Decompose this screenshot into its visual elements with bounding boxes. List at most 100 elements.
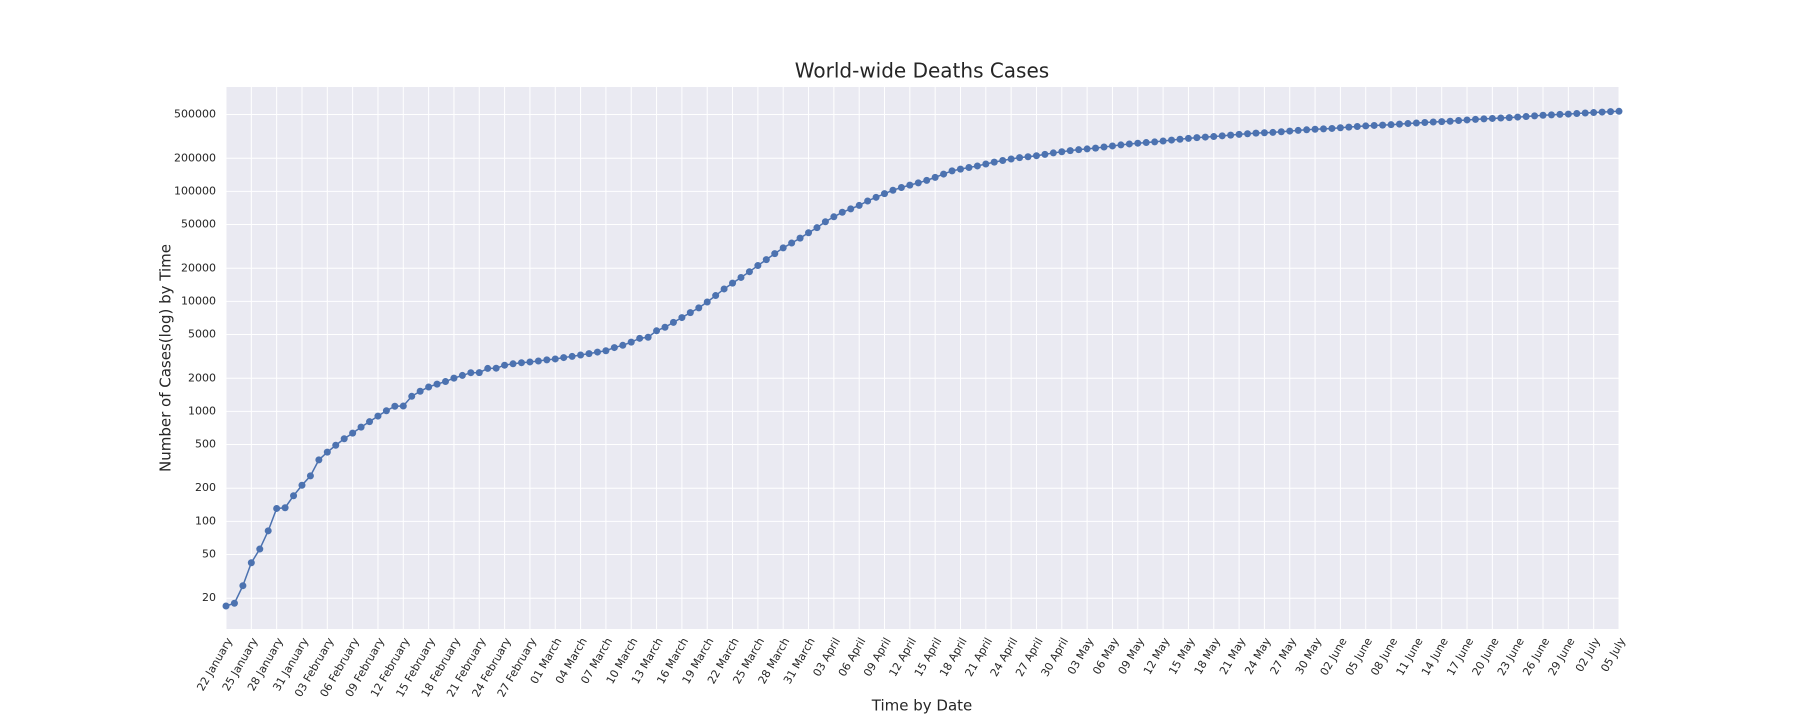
data-point bbox=[965, 163, 973, 171]
data-point bbox=[315, 456, 323, 464]
data-point bbox=[678, 314, 686, 322]
data-point bbox=[779, 244, 787, 252]
data-point bbox=[1362, 122, 1370, 130]
data-point bbox=[577, 351, 585, 359]
data-point bbox=[1303, 126, 1311, 134]
data-point bbox=[433, 380, 441, 388]
data-point bbox=[1336, 124, 1344, 132]
data-point bbox=[1041, 150, 1049, 158]
y-axis-label: Number of Cases(log) by Time bbox=[157, 244, 175, 472]
data-point bbox=[281, 504, 289, 512]
data-point bbox=[1488, 114, 1496, 122]
data-point bbox=[1083, 145, 1091, 153]
chart-title: World-wide Deaths Cases bbox=[795, 59, 1049, 83]
data-point bbox=[1235, 130, 1243, 138]
data-point bbox=[948, 167, 956, 175]
data-point bbox=[931, 173, 939, 181]
y-tick-label: 50000 bbox=[181, 218, 216, 231]
data-point bbox=[1193, 134, 1201, 142]
data-point bbox=[1438, 118, 1446, 126]
data-point bbox=[855, 201, 863, 209]
data-point bbox=[1573, 109, 1581, 117]
data-point bbox=[1218, 132, 1226, 140]
y-tick-label: 1000 bbox=[188, 404, 216, 417]
data-point bbox=[1117, 141, 1125, 149]
data-point bbox=[1539, 111, 1547, 119]
data-point bbox=[889, 186, 897, 194]
data-point bbox=[636, 334, 644, 342]
data-point bbox=[1100, 143, 1108, 151]
data-point bbox=[737, 273, 745, 281]
plot-area bbox=[226, 87, 1619, 629]
data-point bbox=[492, 364, 500, 372]
data-point bbox=[332, 441, 340, 449]
data-point bbox=[408, 392, 416, 400]
data-point bbox=[230, 599, 238, 607]
data-point bbox=[1058, 148, 1066, 156]
data-point bbox=[1395, 120, 1403, 128]
data-point bbox=[1615, 107, 1623, 115]
data-point bbox=[1227, 131, 1235, 139]
data-point bbox=[1049, 149, 1057, 157]
data-point bbox=[897, 184, 905, 192]
data-point bbox=[1092, 144, 1100, 152]
data-point bbox=[450, 374, 458, 382]
data-point bbox=[399, 402, 407, 410]
data-point bbox=[1159, 137, 1167, 145]
y-tick-label: 50 bbox=[202, 547, 216, 560]
data-point bbox=[661, 323, 669, 331]
data-point bbox=[1286, 127, 1294, 135]
data-point bbox=[712, 292, 720, 300]
data-point bbox=[1252, 129, 1260, 137]
data-point bbox=[956, 165, 964, 173]
data-point bbox=[653, 327, 661, 335]
data-point bbox=[1429, 118, 1437, 126]
y-tick-label: 2000 bbox=[188, 371, 216, 384]
data-point bbox=[627, 338, 635, 346]
y-tick-label: 20 bbox=[202, 591, 216, 604]
data-point bbox=[1016, 154, 1024, 162]
data-point bbox=[923, 176, 931, 184]
data-point bbox=[256, 545, 264, 553]
data-point bbox=[1151, 138, 1159, 146]
data-point bbox=[881, 190, 889, 198]
data-point bbox=[1421, 118, 1429, 126]
data-point bbox=[1294, 126, 1302, 134]
data-point bbox=[1075, 146, 1083, 154]
data-point bbox=[1387, 121, 1395, 129]
data-point bbox=[458, 371, 466, 379]
data-point bbox=[1134, 139, 1142, 147]
data-point bbox=[1125, 140, 1133, 148]
data-point bbox=[847, 205, 855, 213]
data-point bbox=[940, 170, 948, 178]
data-point bbox=[1455, 117, 1463, 125]
data-point bbox=[1066, 147, 1074, 155]
data-point bbox=[1412, 119, 1420, 127]
y-tick-label: 10000 bbox=[181, 294, 216, 307]
data-point bbox=[1598, 108, 1606, 116]
data-point bbox=[298, 481, 306, 489]
data-point bbox=[306, 472, 314, 480]
data-line bbox=[225, 110, 1620, 607]
y-tick-label: 100 bbox=[195, 514, 216, 527]
data-point bbox=[551, 355, 559, 363]
data-point bbox=[1168, 136, 1176, 144]
data-point bbox=[1531, 112, 1539, 120]
data-point bbox=[1353, 122, 1361, 130]
data-point bbox=[669, 318, 677, 326]
data-point bbox=[585, 350, 593, 358]
data-point bbox=[1404, 120, 1412, 128]
data-point bbox=[703, 298, 711, 306]
data-point bbox=[830, 213, 838, 221]
y-tick-label: 200000 bbox=[174, 151, 216, 164]
data-point bbox=[1505, 114, 1513, 122]
data-point bbox=[568, 352, 576, 360]
data-point bbox=[1471, 115, 1479, 123]
data-point bbox=[695, 304, 703, 312]
data-point bbox=[762, 256, 770, 264]
data-point bbox=[1547, 111, 1555, 119]
data-point bbox=[1514, 113, 1522, 121]
data-point bbox=[593, 348, 601, 356]
data-point bbox=[644, 333, 652, 341]
